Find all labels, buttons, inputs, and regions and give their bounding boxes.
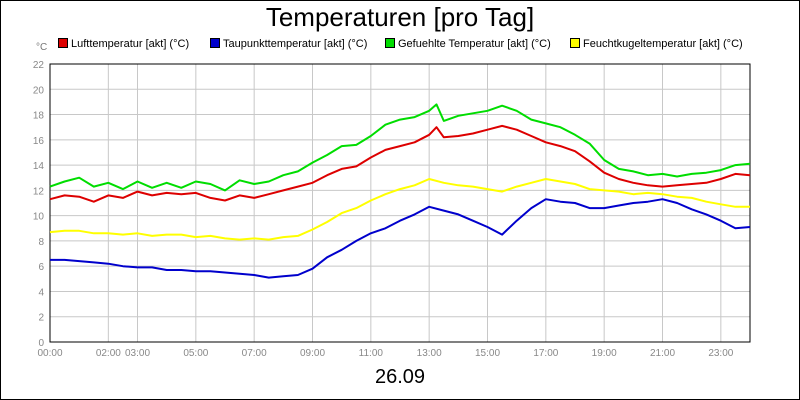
legend-swatch: [58, 38, 68, 48]
legend-label: Gefuehlte Temperatur [akt] (°C): [398, 38, 551, 50]
date-label: 26.09: [374, 366, 426, 388]
y-tick-label: 20: [33, 85, 45, 96]
series-line-1: [49, 124, 751, 203]
legend-label: Taupunkttemperatur [akt] (°C): [223, 38, 368, 50]
x-tick-label: 15:00: [475, 348, 500, 359]
x-tick-label: 05:00: [183, 348, 208, 359]
legend-label: Feuchtkugeltemperatur [akt] (°C): [583, 38, 743, 50]
chart-title: Temperaturen [pro Tag]: [265, 2, 535, 32]
y-tick-label: 22: [33, 60, 45, 71]
legend-item-2: Taupunkttemperatur [akt] (°C): [210, 38, 367, 50]
legend-swatch: [385, 38, 395, 48]
legend-item-3: Gefuehlte Temperatur [akt] (°C): [385, 38, 551, 50]
x-tick-label: 00:00: [37, 348, 62, 359]
legend-label: Lufttemperatur [akt] (°C): [71, 38, 190, 50]
series-line-3: [49, 103, 751, 192]
x-tick-label: 13:00: [417, 348, 442, 359]
x-tick-label: 19:00: [592, 348, 617, 359]
legend-item-4: Feuchtkugeltemperatur [akt] (°C): [570, 38, 743, 50]
y-tick-label: 10: [33, 212, 45, 223]
x-tick-label: 11:00: [359, 348, 384, 359]
chart-legend: Lufttemperatur [akt] (°C) Taupunkttempera…: [0, 38, 800, 52]
y-tick-label: 6: [38, 262, 44, 273]
x-tick-label: 09:00: [300, 348, 325, 359]
legend-swatch: [210, 38, 220, 48]
y-tick-label: 2: [38, 313, 44, 324]
x-tick-label: 02:00: [96, 348, 121, 359]
y-tick-label: 18: [33, 111, 45, 122]
y-tick-label: 4: [38, 287, 44, 298]
y-tick-label: 0: [38, 338, 44, 349]
series-line-4: [49, 178, 750, 241]
y-tick-label: 14: [33, 161, 45, 172]
y-axis-unit-label: °C: [36, 42, 48, 53]
plot-background: [50, 64, 750, 342]
x-tick-label: 17:00: [533, 348, 558, 359]
y-tick-label: 12: [33, 186, 45, 197]
x-tick-label: 21:00: [650, 348, 675, 359]
x-tick-label: 03:00: [125, 348, 150, 359]
plot-border: [49, 63, 751, 343]
x-tick-label: 07:00: [242, 348, 267, 359]
series-line-2: [50, 198, 751, 279]
y-tick-label: 16: [33, 136, 45, 147]
legend-swatch: [570, 38, 580, 48]
y-tick-label: 8: [38, 237, 44, 248]
legend-item-1: Lufttemperatur [akt] (°C): [58, 38, 189, 50]
x-tick-label: 23:00: [708, 348, 733, 359]
